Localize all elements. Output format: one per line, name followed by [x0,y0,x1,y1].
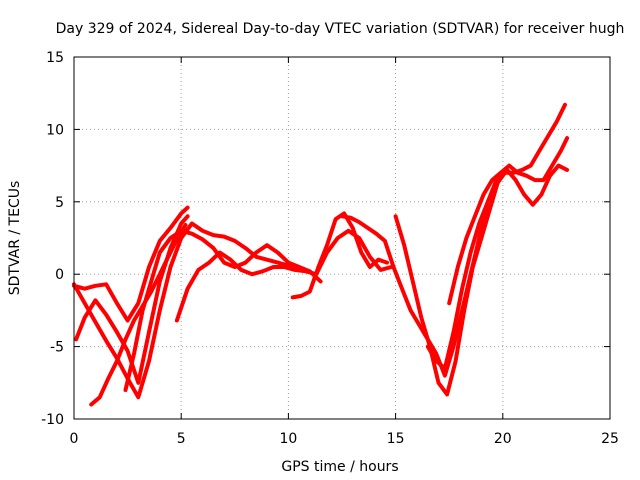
series-line-2 [72,205,190,323]
y-tick-label: 15 [46,50,64,66]
plot-frame [73,56,611,420]
y-tick-label: -10 [41,412,64,428]
series-line-1 [72,221,302,400]
series-line-10 [425,102,567,371]
x-tick-label: 10 [279,431,297,447]
chart-title: Day 329 of 2024, Sidereal Day-to-day VTE… [56,21,625,37]
series-line-4 [89,223,188,407]
y-tick-label: 0 [55,267,64,283]
axis-ticks: 0 5 10 15 20 25 -10 -5 0 5 10 15 [41,50,619,447]
y-tick-label: 5 [55,195,64,211]
y-axis-label: SDTVAR / TECUs [7,181,23,296]
series-line-9 [393,163,570,397]
x-axis-label: GPS time / hours [281,459,398,475]
grid-lines [74,57,610,419]
x-tick-label: 25 [601,431,619,447]
x-tick-label: 15 [387,431,405,447]
series-layer [72,102,570,407]
series-line-7 [290,211,389,300]
x-tick-label: 5 [177,431,186,447]
x-tick-label: 20 [494,431,512,447]
y-tick-label: 10 [46,122,64,138]
y-tick-label: -5 [50,340,64,356]
x-tick-label: 0 [70,431,79,447]
series-line-11 [447,136,570,306]
